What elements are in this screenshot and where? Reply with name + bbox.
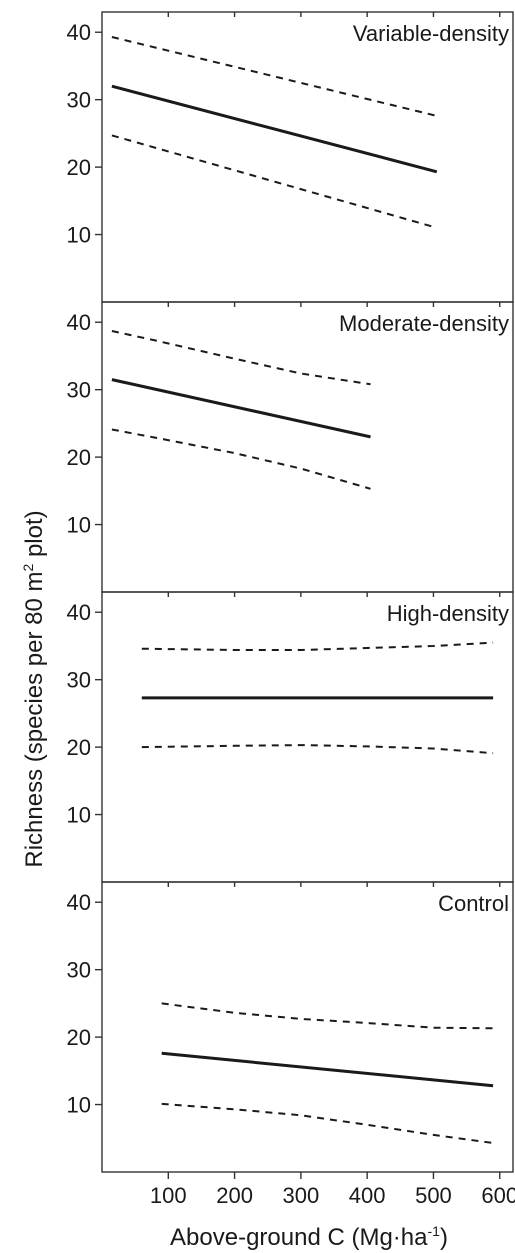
y-tick-label-high-density: 20 [67,735,91,760]
y-tick-label-variable-density: 30 [67,88,91,113]
y-tick-label-moderate-density: 10 [67,513,91,538]
y-tick-label-high-density: 30 [67,668,91,693]
y-tick-label-high-density: 10 [67,803,91,828]
fitted-line-control [161,1051,494,1088]
x-tick-label: 300 [283,1183,320,1208]
x-axis-title: Above-ground C (Mg·ha-1) [170,1223,448,1251]
panel-label-variable-density: Variable-density [353,21,509,46]
y-axis-title: Richness (species per 80 m2 plot) [20,510,48,867]
confidence-band-moderate-density [111,428,371,490]
x-tick-label: 400 [349,1183,386,1208]
y-tick-label-control: 10 [67,1093,91,1118]
confidence-band-variable-density [111,36,438,117]
y-tick-label-moderate-density: 40 [67,310,91,335]
x-tick-label: 100 [150,1183,187,1208]
panel-label-high-density: High-density [387,601,509,626]
y-tick-label-variable-density: 20 [67,155,91,180]
fitted-line-moderate-density [111,378,371,439]
confidence-band-control [161,1102,494,1144]
panel-frame-control [101,881,514,1173]
y-tick-label-variable-density: 10 [67,223,91,248]
confidence-band-control [161,1002,494,1030]
x-tick-label: 500 [415,1183,452,1208]
y-tick-label-high-density: 40 [67,600,91,625]
confidence-band-variable-density [111,134,438,229]
y-tick-label-moderate-density: 30 [67,378,91,403]
panel-frame-moderate-density [101,301,514,593]
confidence-band-high-density [141,744,494,755]
panel-label-moderate-density: Moderate-density [339,311,509,336]
confidence-band-high-density [141,641,494,651]
x-tick-label: 200 [216,1183,253,1208]
y-tick-label-moderate-density: 20 [67,445,91,470]
y-tick-label-control: 40 [67,890,91,915]
panel-label-control: Control [438,891,509,916]
panel-frame-variable-density [101,11,514,303]
fitted-line-variable-density [111,84,438,174]
panel-frame-high-density [101,591,514,883]
y-tick-label-control: 30 [67,958,91,983]
x-tick-label: 600 [481,1183,515,1208]
confidence-band-moderate-density [111,330,371,386]
y-tick-label-variable-density: 40 [67,20,91,45]
y-tick-label-control: 20 [67,1025,91,1050]
